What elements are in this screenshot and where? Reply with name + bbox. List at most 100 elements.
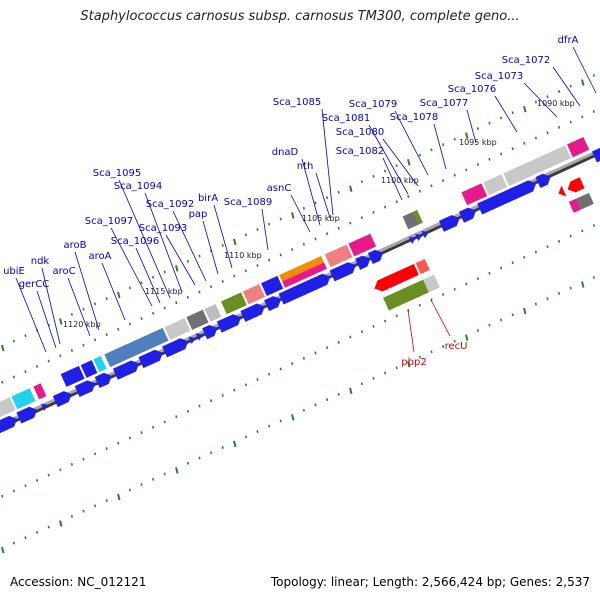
label-leader-line <box>135 247 161 304</box>
scale-tick <box>279 367 282 371</box>
feature-block <box>483 174 508 196</box>
gene-label-sca-1092[interactable]: Sca_1092 <box>146 199 194 210</box>
label-leader-line <box>202 220 219 275</box>
feature-block <box>503 145 571 187</box>
scale-tick <box>592 276 595 279</box>
gene-label-asnc[interactable]: asnC <box>267 183 292 194</box>
gene-label-ubie[interactable]: ubiE <box>3 266 25 277</box>
scale-tick <box>372 174 375 178</box>
scale-tick <box>546 131 549 135</box>
gene-label-sca-1081[interactable]: Sca_1081 <box>322 113 370 124</box>
scale-tick <box>244 383 247 387</box>
gene-label-sca-1076[interactable]: Sca_1076 <box>448 84 496 95</box>
cds-arrow <box>367 249 384 265</box>
scale-tick <box>117 493 121 501</box>
feature-block <box>402 211 420 230</box>
gene-label-nth[interactable]: nth <box>297 161 314 172</box>
feature-block <box>279 256 325 282</box>
scale-tick <box>210 285 213 289</box>
cds-arrow <box>458 207 477 223</box>
scale-tick <box>105 447 108 450</box>
gene-label-aroc[interactable]: aroC <box>52 266 75 277</box>
scale-tick <box>569 84 572 88</box>
reverse-cds-arrow <box>567 177 585 193</box>
gene-label-sca-1085[interactable]: Sca_1085 <box>273 97 321 108</box>
label-leader-line <box>290 194 311 233</box>
gene-label-sca-1095[interactable]: Sca_1095 <box>93 168 141 179</box>
gene-label-sca-1094[interactable]: Sca_1094 <box>114 181 162 192</box>
scale-tick <box>268 258 271 262</box>
scale-tick <box>221 279 224 283</box>
gene-label-dfra[interactable]: dfrA <box>558 35 579 46</box>
gene-label-sca-1080[interactable]: Sca_1080 <box>336 127 384 138</box>
feature-block <box>186 309 209 330</box>
genome-summary-text: Topology: linear; Length: 2,566,424 bp; … <box>270 575 590 589</box>
scale-tick <box>500 152 503 156</box>
scale-tick <box>546 297 549 301</box>
scale-tick <box>163 472 166 476</box>
scale-tick <box>442 293 445 296</box>
scale-tick <box>24 370 27 374</box>
gene-label-sca-1072[interactable]: Sca_1072 <box>502 55 550 66</box>
scale-tick <box>117 327 120 331</box>
scale-label: 1110 kbp <box>224 251 262 260</box>
scale-tick <box>500 318 503 322</box>
gene-label-bira[interactable]: birA <box>198 193 218 204</box>
label-leader-line <box>15 277 47 353</box>
scale-tick <box>465 334 469 341</box>
gene-label-sca-1077[interactable]: Sca_1077 <box>420 98 468 109</box>
scale-tick <box>558 89 561 93</box>
gene-label-ndk[interactable]: ndk <box>31 256 50 267</box>
scale-tick <box>546 245 549 249</box>
gene-label-recu[interactable]: recU <box>445 341 468 352</box>
scale-tick <box>70 313 73 316</box>
gene-label-aroa[interactable]: aroA <box>89 251 112 262</box>
feature-block <box>261 275 284 297</box>
gene-label-sca-1073[interactable]: Sca_1073 <box>475 71 523 82</box>
cds-arrow <box>16 406 38 424</box>
scale-tick <box>12 541 15 545</box>
scale-tick <box>186 259 189 263</box>
gene-label-sca-1082[interactable]: Sca_1082 <box>336 146 384 157</box>
gene-label-sca-1096[interactable]: Sca_1096 <box>111 236 159 247</box>
scale-tick <box>488 121 491 125</box>
gene-label-pap[interactable]: pap <box>189 209 208 220</box>
scale-tick <box>395 314 398 318</box>
gene-label-sca-1097[interactable]: Sca_1097 <box>85 216 133 227</box>
cds-arrow <box>216 314 242 333</box>
gene-label-pbp2[interactable]: pbp2 <box>401 357 426 368</box>
scale-tick <box>395 366 398 370</box>
scale-tick <box>233 238 237 246</box>
forward-small-features <box>402 209 423 230</box>
scale-tick <box>128 322 131 326</box>
label-leader-line <box>433 123 447 170</box>
scale-tick <box>372 210 375 214</box>
gene-label-sca-1078[interactable]: Sca_1078 <box>390 112 438 123</box>
label-leader-line <box>382 157 403 201</box>
gene-label-sca-1079[interactable]: Sca_1079 <box>349 99 397 110</box>
scale-tick <box>24 334 27 338</box>
scale-tick <box>268 424 271 428</box>
scale-tick <box>1 380 4 384</box>
cds-arrow <box>0 415 18 434</box>
gene-label-arob[interactable]: aroB <box>64 240 87 251</box>
scale-tick <box>186 295 189 299</box>
gene-label-gercc[interactable]: gerCC <box>19 279 50 290</box>
feature-block <box>220 292 247 315</box>
scale-tick <box>476 163 479 167</box>
scale-tick <box>244 269 247 273</box>
scale-tick <box>210 451 213 455</box>
scale-tick <box>24 536 27 540</box>
scale-tick <box>152 311 155 315</box>
scale-tick <box>70 349 73 352</box>
scale-tick <box>94 338 97 342</box>
gene-label-sca-1089[interactable]: Sca_1089 <box>224 197 272 208</box>
gene-label-dnad[interactable]: dnaD <box>272 147 299 158</box>
scale-tick <box>302 356 305 360</box>
scale-tick <box>453 287 456 291</box>
scale-tick <box>12 339 15 343</box>
scale-tick <box>198 290 201 294</box>
gene-label-sca-1093[interactable]: Sca_1093 <box>139 223 187 234</box>
